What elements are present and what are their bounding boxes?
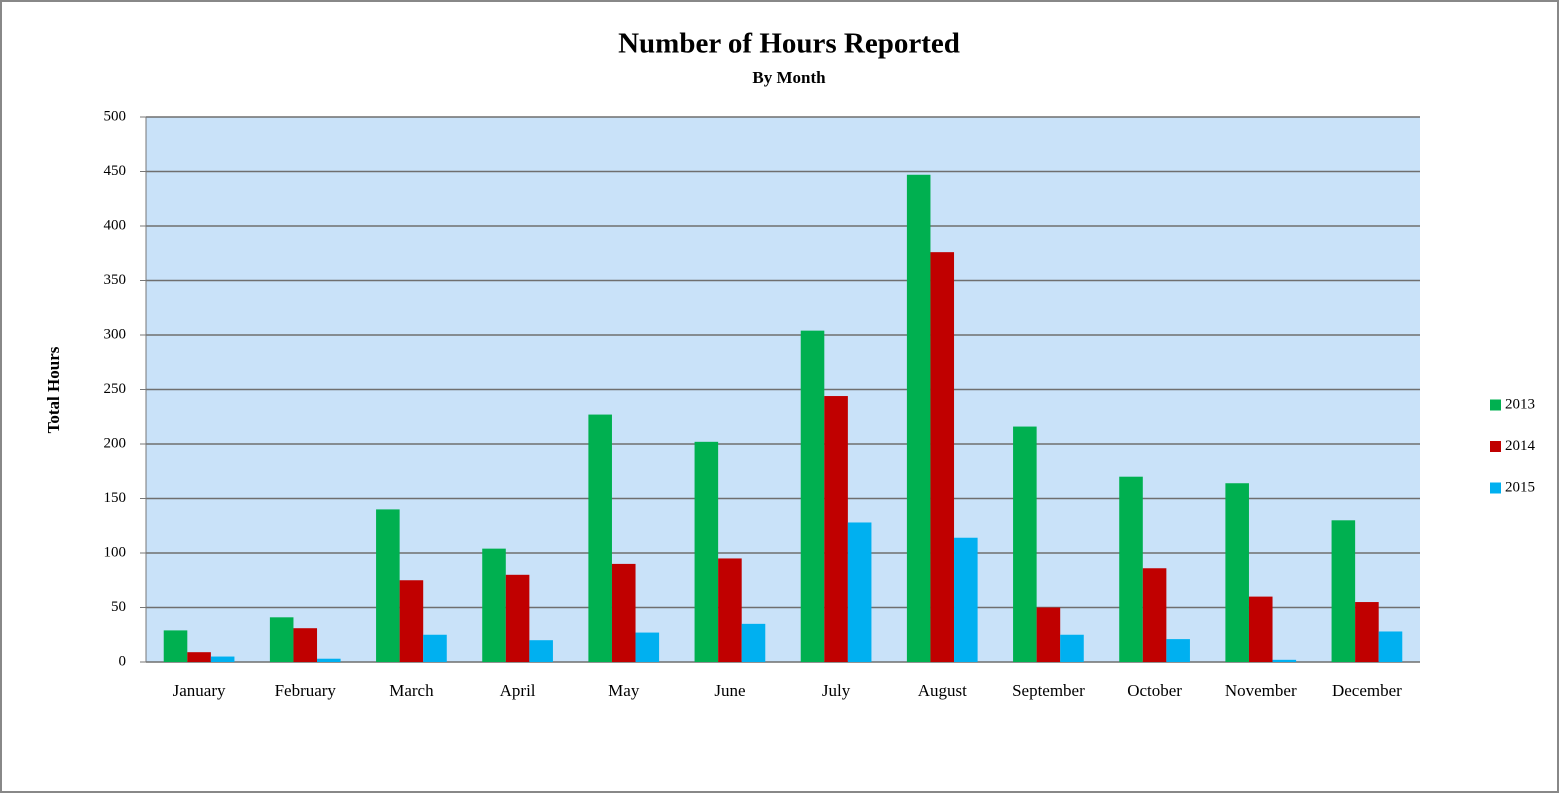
x-tick-label: March: [389, 681, 434, 700]
bar: [505, 574, 530, 662]
x-tick-label: February: [275, 681, 337, 700]
legend-label: 2013: [1505, 396, 1535, 412]
x-tick-label: November: [1225, 681, 1297, 700]
bar: [1060, 634, 1084, 662]
bar: [847, 522, 872, 662]
bar: [317, 658, 341, 662]
bar: [1378, 631, 1403, 662]
y-tick-label: 300: [104, 326, 127, 342]
bar: [210, 656, 235, 662]
bar: [482, 548, 506, 662]
x-tick-label: December: [1332, 681, 1402, 700]
y-tick-label: 100: [104, 544, 127, 560]
bar: [423, 634, 447, 662]
x-tick-label: September: [1012, 681, 1085, 700]
x-tick-label: May: [608, 681, 640, 700]
bar: [163, 630, 188, 662]
bar: [1248, 596, 1273, 662]
y-tick-label: 250: [104, 381, 127, 397]
x-tick-label: August: [918, 681, 967, 700]
bar: [1119, 476, 1143, 662]
bar: [1142, 568, 1167, 662]
bar: [906, 174, 931, 662]
legend-swatch: [1490, 399, 1501, 411]
bar: [187, 652, 211, 662]
y-tick-label: 500: [104, 108, 127, 124]
bar: [694, 441, 719, 662]
bar: [1036, 607, 1061, 662]
bar: [529, 640, 553, 662]
bar: [293, 628, 318, 662]
y-tick-label: 200: [104, 435, 127, 451]
y-axis-label: Total Hours: [44, 346, 63, 433]
x-tick-label: October: [1127, 681, 1182, 700]
bar: [399, 580, 424, 662]
bar: [800, 330, 825, 662]
x-tick-label: January: [173, 681, 226, 700]
bar: [741, 623, 766, 662]
y-tick-label: 450: [104, 163, 127, 179]
legend-swatch: [1490, 441, 1501, 452]
chart-subtitle: By Month: [752, 68, 826, 87]
bar: [824, 396, 848, 662]
bar: [1225, 483, 1249, 662]
y-tick-label: 150: [104, 490, 127, 506]
legend-swatch: [1490, 482, 1501, 494]
bar: [1355, 602, 1379, 662]
bar: [1272, 659, 1297, 662]
bar: [954, 537, 978, 662]
bar: [611, 563, 636, 662]
y-tick-label: 0: [119, 653, 127, 669]
chart-title: Number of Hours Reported: [618, 28, 960, 60]
y-tick-label: 350: [104, 272, 127, 288]
bar: [930, 252, 955, 662]
bar: [588, 414, 612, 662]
bar: [376, 509, 400, 662]
bar: [635, 632, 660, 662]
legend-label: 2015: [1505, 479, 1535, 495]
bar: [1013, 426, 1037, 662]
y-tick-label: 400: [104, 217, 127, 233]
y-tick-label: 50: [111, 599, 126, 615]
x-tick-label: June: [714, 681, 745, 700]
x-tick-label: April: [500, 681, 536, 700]
legend-label: 2014: [1505, 438, 1536, 454]
bar: [269, 617, 294, 662]
bar: [1166, 639, 1190, 662]
bar: [718, 558, 742, 662]
bar: [1331, 520, 1356, 662]
x-tick-label: July: [822, 681, 851, 700]
